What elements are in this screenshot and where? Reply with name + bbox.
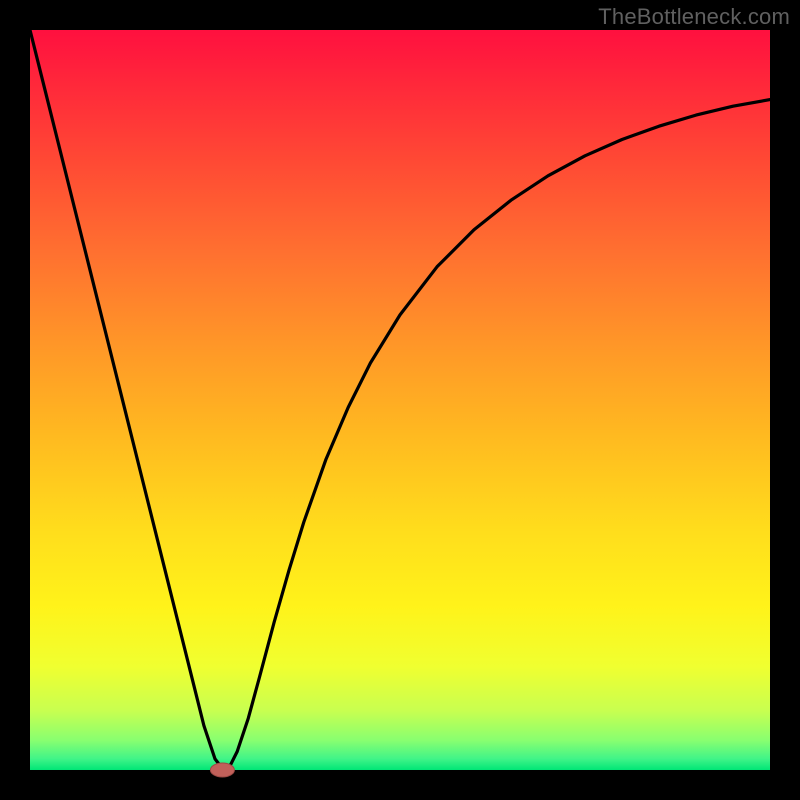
- chart-container: { "watermark": { "text": "TheBottleneck.…: [0, 0, 800, 800]
- bottleneck-chart: [0, 0, 800, 800]
- watermark-text: TheBottleneck.com: [598, 4, 790, 30]
- optimal-point-marker: [210, 763, 234, 777]
- chart-background: [30, 30, 770, 770]
